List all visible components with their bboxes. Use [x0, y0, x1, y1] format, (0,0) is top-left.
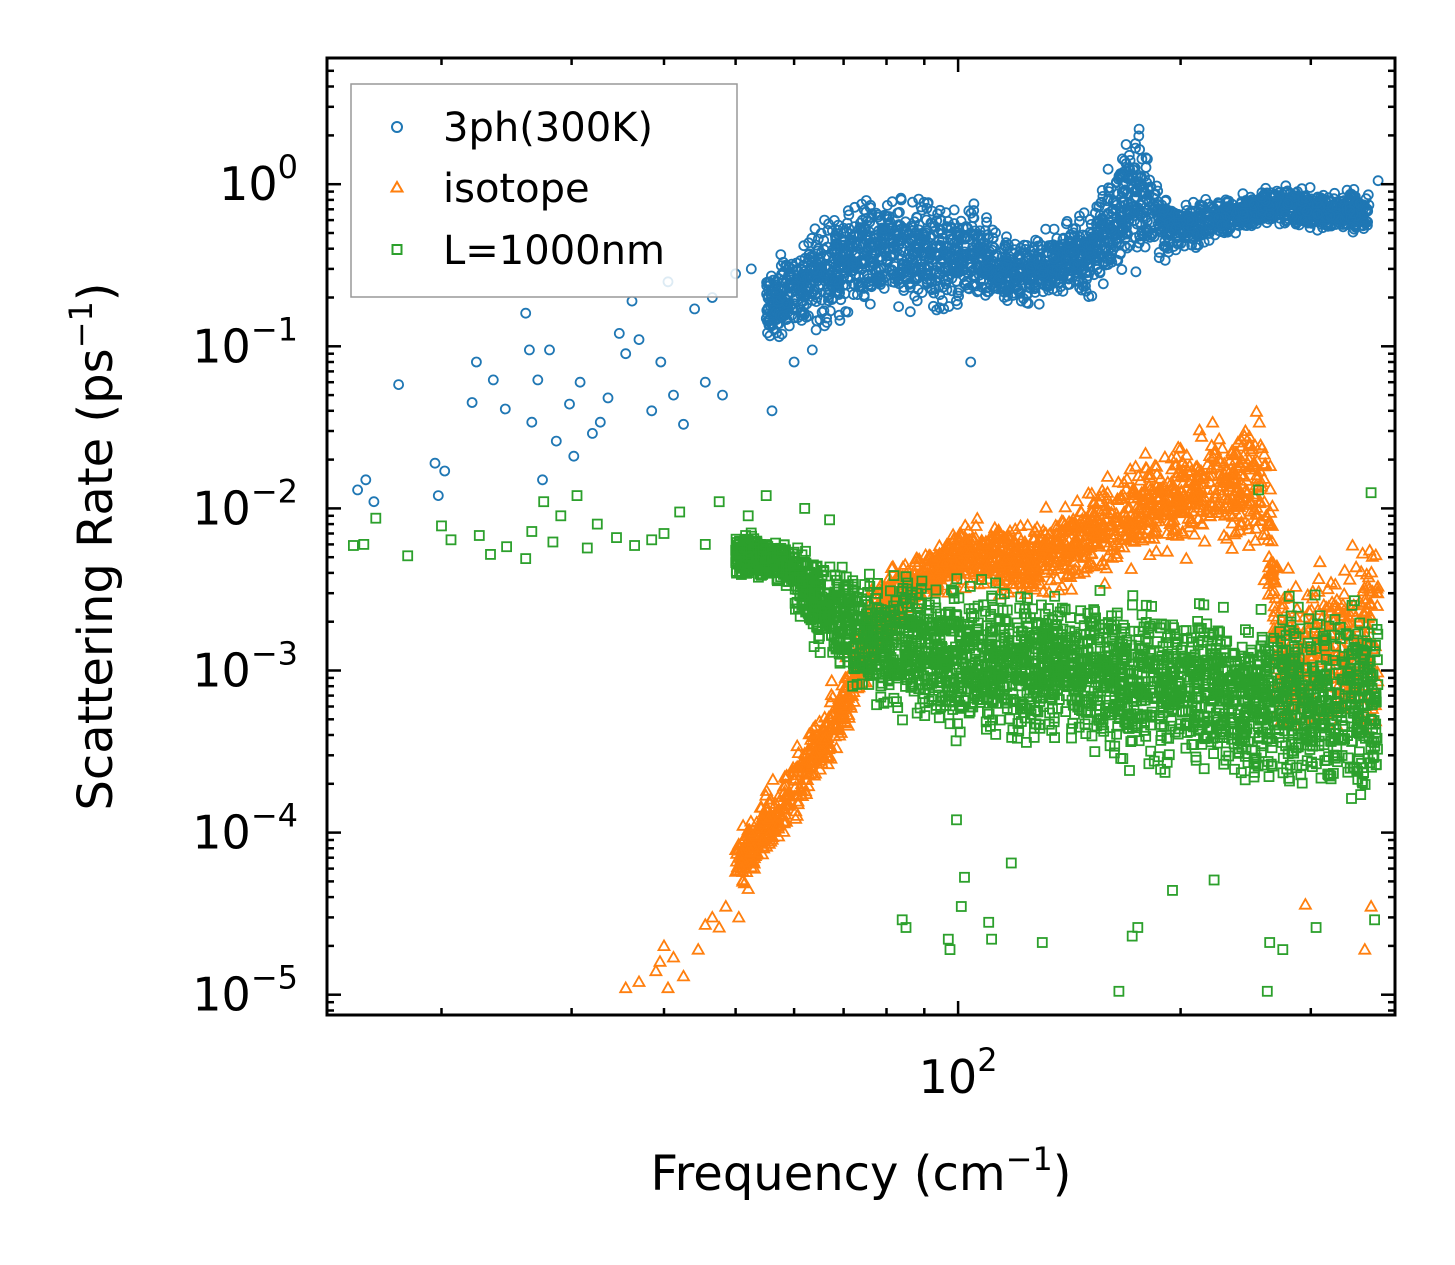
data-point-circle: [904, 306, 916, 318]
data-point-circle: [864, 298, 876, 310]
data-point-circle: [1186, 239, 1197, 251]
data-point-circle: [822, 224, 834, 236]
data-point-circle: [1136, 153, 1148, 165]
points-layer: [347, 123, 1385, 997]
data-point-circle: [1102, 163, 1114, 175]
